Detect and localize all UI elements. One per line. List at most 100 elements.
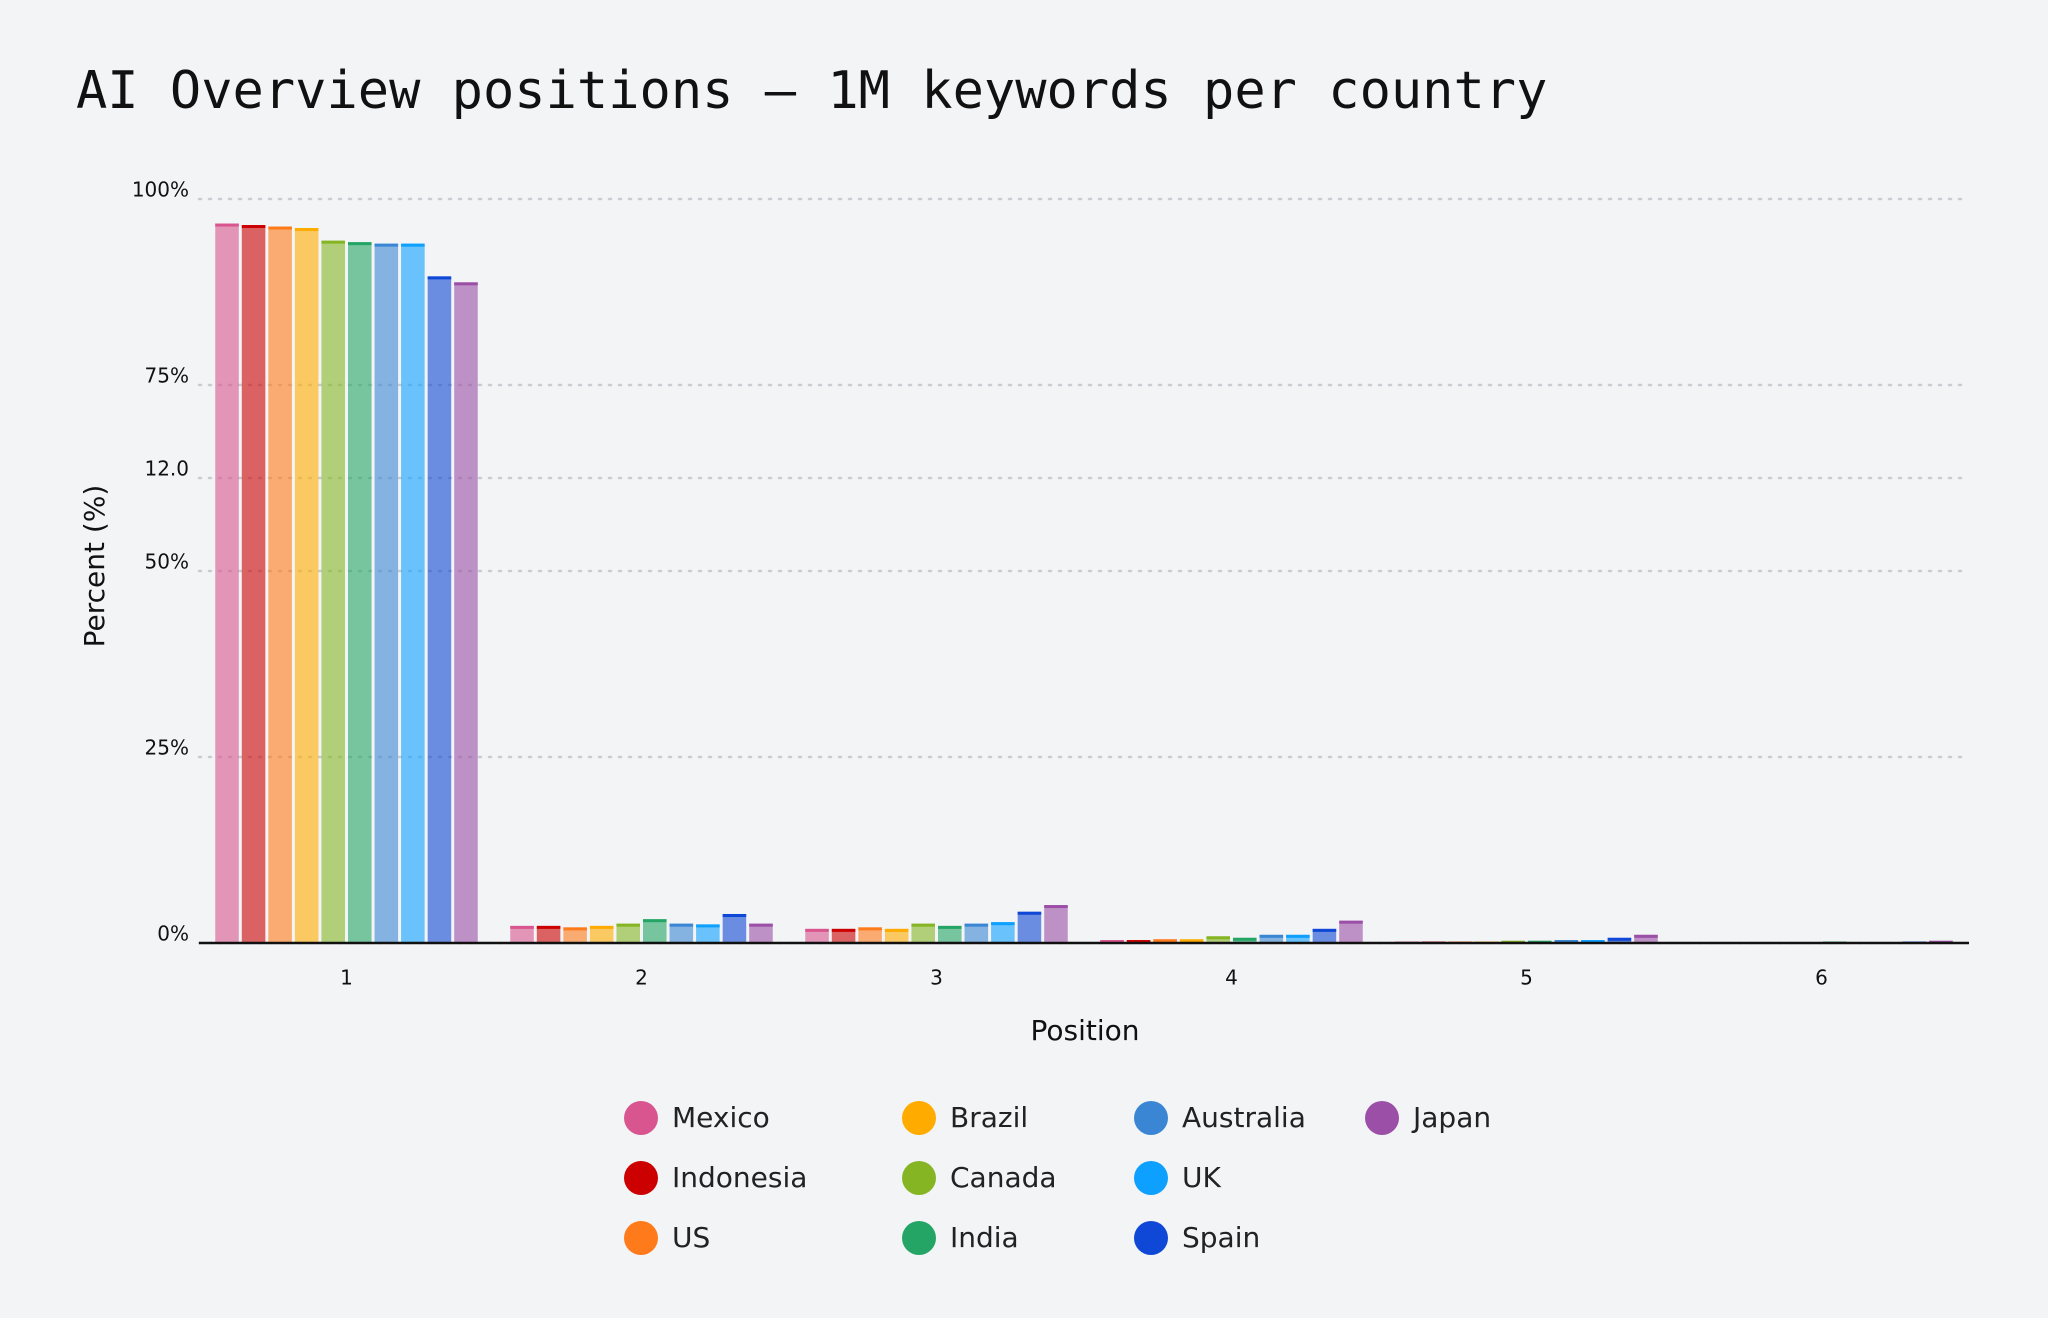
bar-cap [722,913,747,917]
bar [1017,911,1042,943]
bar-cap [884,928,909,932]
bar [911,923,935,943]
bar [1233,937,1257,943]
bar-cap [536,925,561,929]
bar [215,223,239,943]
bar [1044,905,1068,943]
legend-swatch [624,1101,658,1135]
bar-body [616,923,640,943]
bar-cap [911,923,935,927]
bar-body [858,927,882,943]
legend-swatch [902,1161,936,1195]
bar-cap [991,922,1015,926]
y-tick-label: 25% [145,736,189,760]
bar-cap [1206,936,1230,940]
bar-body [749,923,773,943]
bar [805,928,829,943]
bar-cap [321,240,345,244]
y-tick-label: 0% [157,922,189,946]
bar [401,243,425,943]
bar-cap [1339,920,1363,924]
bar-cap [427,276,452,280]
bar [268,226,292,943]
bar-cap [401,243,425,247]
bar-body [722,913,747,943]
legend-label: Australia [1182,1101,1306,1134]
bar [1286,934,1310,943]
bar-body [294,228,319,944]
bar [510,925,534,943]
bar-body [1206,936,1230,943]
bar-body [831,928,856,943]
bar-body [1044,905,1068,943]
bar [1339,920,1363,943]
bar-cap [1554,940,1579,943]
bar-body [964,923,989,943]
bar [348,242,372,944]
bar-body [454,282,478,943]
bar [616,923,640,943]
bar-body [643,919,667,943]
legend-label: India [950,1221,1019,1254]
bar [884,928,909,943]
bar-cap [294,228,319,232]
bar [1100,940,1124,943]
legend-swatch [1134,1101,1168,1135]
bar-cap [1017,911,1042,915]
bar-body [696,924,720,943]
legend-swatch [902,1101,936,1135]
x-tick-label: 2 [635,966,648,990]
bar-cap [1634,934,1658,938]
bar [858,927,882,943]
bar [831,928,856,943]
bar-cap [348,242,372,246]
bar-body [427,276,452,944]
legend-label: US [672,1221,710,1254]
bar-body [991,922,1015,943]
y-tick-label: 100% [132,178,189,202]
legend-label: Canada [950,1161,1057,1194]
x-axis-label: Position [1030,1014,1139,1047]
bar-cap [805,928,829,932]
bar-body [536,925,561,943]
bar-body [911,923,935,943]
bar [696,924,720,943]
y-tick-label: 50% [145,550,189,574]
bar [964,923,989,943]
bar-body [563,927,587,943]
bar-body [805,928,829,943]
legend-swatch [1365,1101,1399,1135]
bar [321,240,345,943]
legend-swatch [624,1161,658,1195]
bar [1179,939,1204,943]
bar-cap [1126,940,1151,943]
legend-label: Japan [1411,1101,1491,1134]
bar-body [589,925,614,943]
legend-swatch [1134,1221,1168,1255]
bar-body [268,226,292,943]
legend-label: Indonesia [672,1161,807,1194]
bar [669,923,694,943]
bar [1581,940,1605,943]
bar-cap [454,282,478,286]
bar-body [1339,920,1363,943]
bar [1153,939,1177,943]
bar [749,923,773,943]
chart-title: AI Overview positions — 1M keywords per … [76,61,1547,121]
bar-body [1017,911,1042,943]
bar-body [241,225,266,944]
bar-body [348,242,372,944]
bar-body [1259,934,1284,943]
bar-cap [1581,940,1605,943]
bar-cap [696,924,720,928]
bar-cap [616,923,640,927]
legend-label: Brazil [950,1101,1028,1134]
bar-cap [1312,928,1337,932]
bar-body [321,240,345,943]
bar [1312,928,1337,943]
bar [374,243,399,943]
bar [643,919,667,943]
x-tick-label: 4 [1225,966,1238,990]
bar-cap [215,223,239,227]
